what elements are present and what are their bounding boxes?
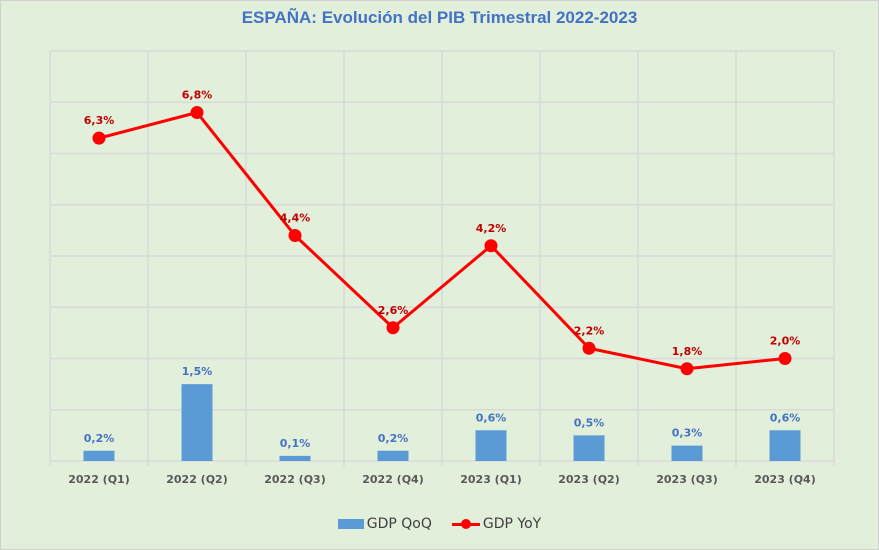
- bar-data-label: 0,2%: [378, 432, 409, 445]
- legend-swatch-bar: [337, 519, 364, 529]
- legend-label-yoy: GDP YoY: [482, 516, 542, 532]
- chart-title: ESPAÑA: Evolución del PIB Trimestral 202…: [241, 8, 638, 27]
- x-tick-label: 2022 (Q4): [362, 473, 424, 486]
- x-tick-label: 2022 (Q3): [264, 473, 326, 486]
- yoy-point-3: [288, 229, 302, 242]
- bar-data-label: 0,2%: [84, 432, 115, 445]
- legend-item-qoq: GDP QoQ: [337, 516, 432, 532]
- bar-data-label: 0,5%: [574, 416, 605, 429]
- x-tick-label: 2022 (Q2): [166, 473, 228, 486]
- bar-data-label: 1,5%: [182, 365, 213, 378]
- yoy-point-5: [484, 239, 498, 253]
- line-data-label: 1,8%: [672, 345, 703, 358]
- yoy-point-6: [582, 341, 596, 355]
- yoy-point-7: [680, 362, 694, 376]
- x-tick-label: 2023 (Q4): [754, 473, 816, 486]
- bar-7: [671, 445, 703, 461]
- legend-swatch-line: [451, 518, 480, 530]
- legend-label-qoq: GDP QoQ: [366, 516, 432, 532]
- bar-2: [181, 384, 213, 461]
- bar-data-label: 0,3%: [672, 427, 703, 440]
- yoy-point-1: [92, 131, 106, 145]
- bar-4: [377, 450, 409, 461]
- yoy-point-4: [386, 321, 400, 335]
- yoy-point-2: [190, 106, 204, 119]
- x-tick-label: 2023 (Q3): [656, 473, 718, 486]
- x-tick-label: 2023 (Q1): [460, 473, 522, 486]
- bar-1: [83, 450, 115, 461]
- line-data-label: 2,0%: [770, 335, 801, 348]
- bar-data-label: 0,1%: [280, 437, 311, 450]
- x-tick-label: 2022 (Q1): [68, 473, 130, 486]
- line-data-label: 4,2%: [476, 222, 507, 235]
- yoy-line: [98, 111, 786, 371]
- line-data-label: 2,6%: [378, 304, 409, 317]
- bar-3: [279, 455, 311, 461]
- line-data-label: 4,4%: [280, 212, 311, 225]
- bar-5: [475, 430, 507, 461]
- line-data-label: 6,8%: [182, 89, 213, 102]
- legend-item-yoy: GDP YoY: [451, 516, 542, 532]
- line-data-label: 2,2%: [574, 324, 605, 337]
- bar-8: [769, 430, 801, 461]
- bar-data-label: 0,6%: [476, 411, 507, 424]
- line-data-label: 6,3%: [84, 114, 115, 127]
- yoy-point-8: [778, 352, 792, 365]
- x-tick-label: 2023 (Q2): [558, 473, 620, 486]
- bar-6: [573, 435, 605, 461]
- legend: GDP QoQ GDP YoY: [0, 516, 879, 532]
- bar-data-label: 0,6%: [770, 411, 801, 424]
